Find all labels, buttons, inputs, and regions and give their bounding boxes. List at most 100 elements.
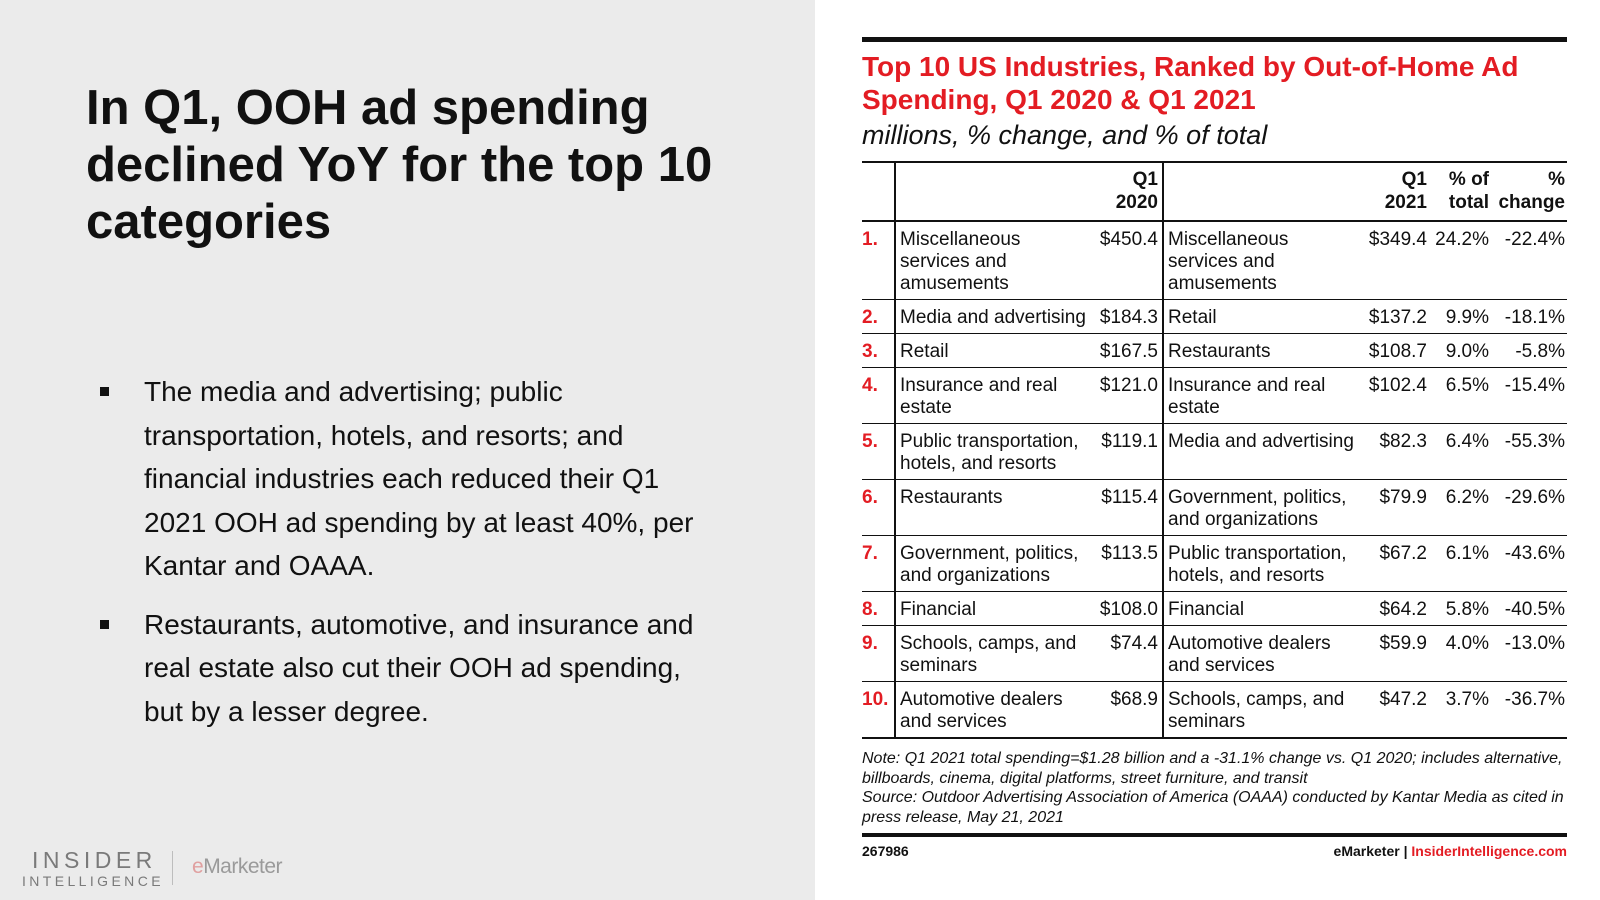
pct-total-cell: 6.1%: [1445, 543, 1489, 564]
table-row: 1. Miscellaneous services and amusements…: [862, 221, 1567, 300]
pct-total-cell: 24.2%: [1435, 229, 1489, 250]
logo-insider-text: INSIDER: [32, 847, 157, 873]
logo-intelligence-text: INTELLIGENCE: [22, 873, 164, 889]
pct-total-cell: 5.8%: [1445, 599, 1489, 620]
value-2020-cell: $167.5: [1091, 333, 1164, 368]
bullet-item: Restaurants, automotive, and insurance a…: [100, 603, 700, 734]
value-2020-cell: $450.4: [1091, 221, 1164, 300]
footer-brand: eMarketer | InsiderIntelligence.com: [1334, 843, 1567, 859]
rank-cell: 10.: [862, 689, 889, 710]
value-2021-cell: $102.4: [1368, 375, 1427, 396]
industry-2021-cell: Automotive dealers and services: [1168, 633, 1331, 676]
pct-total-cell: 4.0%: [1445, 633, 1489, 654]
bullet-item: The media and advertising; public transp…: [100, 370, 700, 588]
value-2021-cell: $82.3: [1379, 431, 1427, 452]
industry-2020-cell: Media and advertising: [894, 299, 1091, 334]
header-industry-2021: [1163, 162, 1361, 221]
industry-2020-cell: Restaurants: [894, 479, 1091, 536]
pct-change-cell: -55.3%: [1504, 431, 1565, 452]
pct-total-cell: 3.7%: [1445, 689, 1489, 710]
pct-total-cell: 9.0%: [1445, 341, 1489, 362]
footer-separator: |: [1403, 843, 1408, 859]
chart-source: Source: Outdoor Advertising Association …: [862, 789, 1564, 826]
footer-site-link[interactable]: InsiderIntelligence.com: [1411, 843, 1567, 859]
pct-change-cell: -18.1%: [1504, 307, 1565, 328]
pct-change-cell: -36.7%: [1504, 689, 1565, 710]
rank-cell: 9.: [862, 633, 878, 654]
industry-2021-cell: Public transportation, hotels, and resor…: [1168, 543, 1347, 586]
value-2020-cell: $74.4: [1091, 625, 1164, 682]
table-row: 10. Automotive dealers and services $68.…: [862, 681, 1567, 738]
value-2020-cell: $119.1: [1091, 423, 1164, 480]
emarketer-logo-rest: Marketer: [203, 855, 283, 878]
chart-notes: Note: Q1 2021 total spending=$1.28 billi…: [862, 749, 1567, 827]
value-2021-cell: $108.7: [1368, 341, 1427, 362]
rank-cell: 5.: [862, 431, 878, 452]
industry-2020-cell: Public transportation, hotels, and resor…: [894, 423, 1091, 480]
industry-2020-cell: Retail: [894, 333, 1091, 368]
pct-total-cell: 6.5%: [1445, 375, 1489, 396]
footer-emarketer: eMarketer: [1333, 843, 1400, 859]
value-2021-cell: $47.2: [1379, 689, 1427, 710]
value-2021-cell: $64.2: [1379, 599, 1427, 620]
value-2021-cell: $67.2: [1379, 543, 1427, 564]
industry-2021-cell: Miscellaneous services and amusements: [1168, 229, 1289, 294]
left-panel: In Q1, OOH ad spending declined YoY for …: [0, 0, 815, 900]
chart-subtitle: millions, % change, and % of total: [862, 120, 1268, 150]
industry-2020-cell: Schools, camps, and seminars: [894, 625, 1091, 682]
rank-cell: 2.: [862, 307, 878, 328]
header-rank: [862, 162, 895, 221]
ranking-table: Q1 2020 Q1 2021 % of total % change 1. M…: [862, 161, 1567, 739]
value-2020-cell: $115.4: [1091, 479, 1164, 536]
value-2021-cell: $349.4: [1368, 229, 1427, 250]
pct-change-cell: -15.4%: [1504, 375, 1565, 396]
pct-total-cell: 9.9%: [1445, 307, 1489, 328]
industry-2020-cell: Government, politics, and organizations: [894, 535, 1091, 592]
industry-2021-cell: Schools, camps, and seminars: [1168, 689, 1345, 732]
header-industry-2020: [894, 162, 1091, 221]
bullet-list: The media and advertising; public transp…: [100, 370, 700, 748]
value-2020-cell: $108.0: [1091, 591, 1164, 626]
header-pct-total: % of total: [1448, 169, 1489, 213]
table-row: 3. Retail $167.5 Restaurants $108.7 9.0%…: [862, 333, 1567, 368]
top-rule: [862, 37, 1567, 42]
industry-2020-cell: Automotive dealers and services: [894, 681, 1091, 738]
value-2021-cell: $79.9: [1379, 487, 1427, 508]
industry-2021-cell: Retail: [1168, 307, 1217, 328]
industry-2021-cell: Financial: [1168, 599, 1245, 620]
industry-2021-cell: Restaurants: [1168, 341, 1271, 362]
rank-cell: 1.: [862, 229, 878, 250]
table-row: 2. Media and advertising $184.3 Retail $…: [862, 299, 1567, 334]
logo-divider: [172, 851, 173, 885]
industry-2021-cell: Insurance and real estate: [1168, 375, 1326, 418]
value-2020-cell: $121.0: [1091, 367, 1164, 424]
value-2020-cell: $68.9: [1091, 681, 1164, 738]
chart-panel: Top 10 US Industries, Ranked by Out-of-H…: [862, 37, 1567, 863]
insider-intelligence-logo: INSIDER INTELLIGENCE eMarketer: [22, 847, 322, 891]
rank-cell: 8.: [862, 599, 878, 620]
square-bullet-icon: [100, 619, 109, 629]
table-row: 8. Financial $108.0 Financial $64.2 5.8%…: [862, 591, 1567, 626]
header-pct-change: % change: [1498, 169, 1565, 213]
table-row: 6. Restaurants $115.4 Government, politi…: [862, 479, 1567, 536]
header-q1-2021: Q1 2021: [1384, 169, 1427, 213]
industry-2020-cell: Miscellaneous services and amusements: [894, 221, 1091, 300]
industry-2020-cell: Insurance and real estate: [894, 367, 1091, 424]
chart-footer: 267986 eMarketer | InsiderIntelligence.c…: [862, 841, 1567, 863]
square-bullet-icon: [100, 387, 109, 396]
slide-headline: In Q1, OOH ad spending declined YoY for …: [86, 81, 713, 249]
rank-cell: 6.: [862, 487, 878, 508]
pct-total-cell: 6.2%: [1445, 487, 1489, 508]
emarketer-logo-e: e: [192, 855, 204, 878]
industry-2020-cell: Financial: [894, 591, 1091, 626]
pct-change-cell: -5.8%: [1515, 341, 1565, 362]
bullet-text: The media and advertising; public transp…: [144, 376, 694, 581]
table-row: 5. Public transportation, hotels, and re…: [862, 423, 1567, 480]
table-row: 9. Schools, camps, and seminars $74.4 Au…: [862, 625, 1567, 682]
pct-change-cell: -22.4%: [1504, 229, 1565, 250]
value-2020-cell: $113.5: [1091, 535, 1164, 592]
chart-title: Top 10 US Industries, Ranked by Out-of-H…: [862, 51, 1519, 115]
value-2021-cell: $59.9: [1379, 633, 1427, 654]
table-row: 7. Government, politics, and organizatio…: [862, 535, 1567, 592]
value-2021-cell: $137.2: [1368, 307, 1427, 328]
